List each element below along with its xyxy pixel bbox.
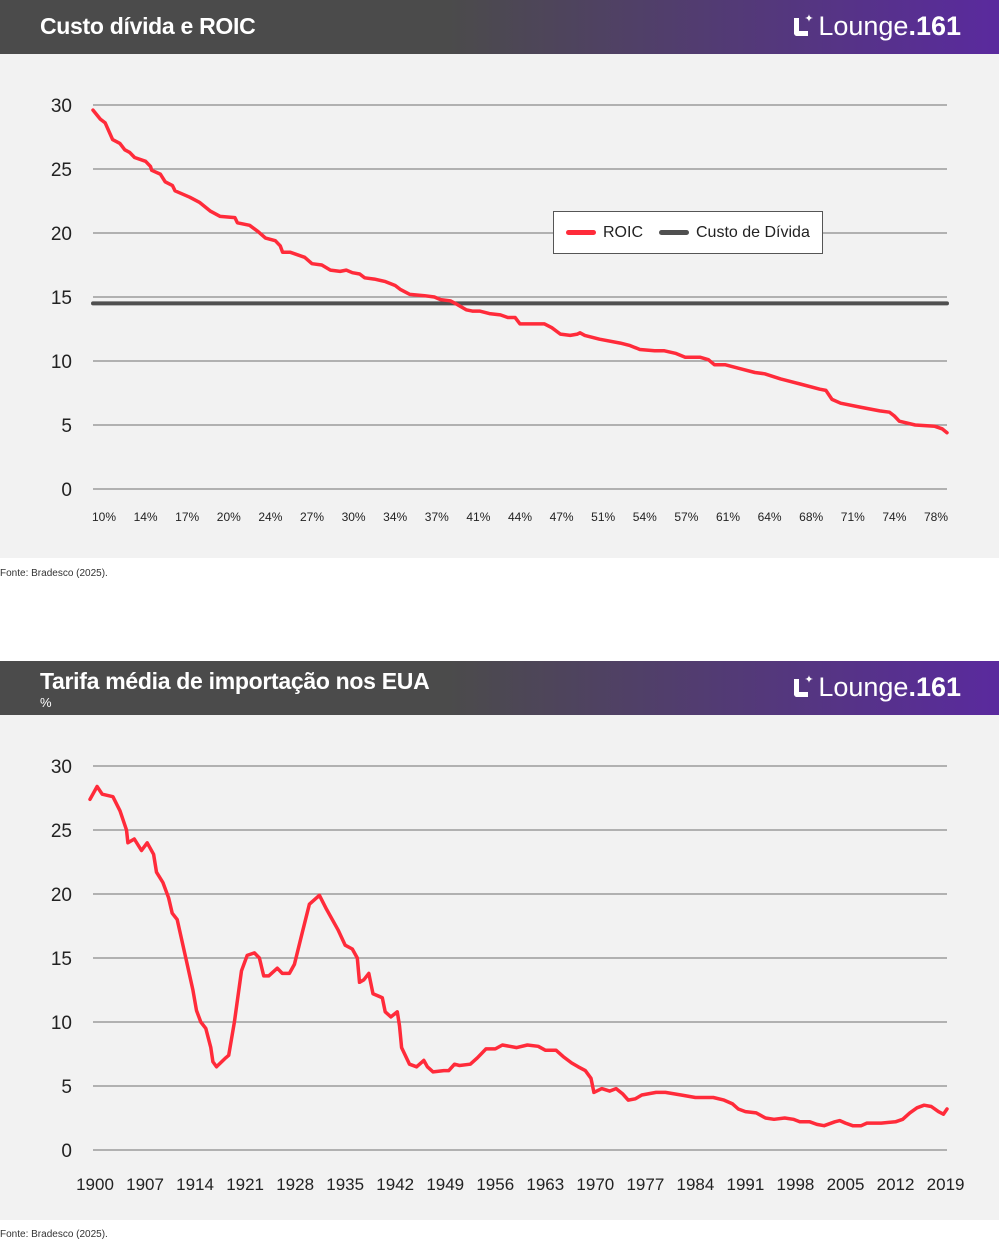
y-tick-label: 20 [51,885,72,906]
x-tick-label: 2012 [877,1175,915,1194]
logo-suffix: .161 [908,672,961,702]
x-tick-label: 1991 [727,1175,765,1194]
y-tick-label: 25 [51,821,72,842]
x-tick-label: 51% [591,510,615,524]
y-tick-label: 10 [51,352,72,373]
x-tick-label: 1928 [276,1175,314,1194]
logo-icon [794,12,814,36]
x-tick-label: 2005 [827,1175,865,1194]
chart1-legend: ROIC Custo de Dívida [553,211,823,254]
x-tick-label: 34% [383,510,407,524]
y-tick-label: 30 [51,96,72,117]
x-tick-label: 54% [633,510,657,524]
chart2-panel [0,715,999,1220]
y-tick-label: 5 [61,416,72,437]
logo-icon [794,673,814,697]
x-tick-label: 41% [466,510,490,524]
x-tick-label: 61% [716,510,740,524]
series-line-roic [91,108,949,435]
x-tick-label: 1970 [576,1175,614,1194]
brand-logo: Lounge.161 [794,672,961,703]
x-tick-label: 1984 [676,1175,714,1194]
x-tick-label: 10% [92,510,116,524]
brand-logo: Lounge.161 [794,11,961,42]
x-tick-label: 1935 [326,1175,364,1194]
x-tick-label: 20% [217,510,241,524]
y-tick-label: 10 [51,1013,72,1034]
logo-suffix: .161 [908,11,961,41]
chart2-title: Tarifa média de importação nos EUA [40,668,430,694]
y-tick-label: 0 [61,1141,72,1162]
chart2-source: Fonte: Bradesco (2025). [0,1229,108,1240]
logo-text: Lounge [818,11,909,41]
x-tick-label: 78% [924,510,948,524]
y-tick-label: 30 [51,757,72,778]
x-tick-label: 57% [674,510,698,524]
x-tick-label: 1900 [76,1175,114,1194]
x-tick-label: 71% [841,510,865,524]
x-tick-label: 47% [550,510,574,524]
x-tick-label: 1998 [777,1175,815,1194]
x-tick-label: 37% [425,510,449,524]
legend-swatch-roic [566,230,596,235]
x-tick-label: 24% [258,510,282,524]
y-tick-label: 0 [61,480,72,501]
chart2-header: Tarifa média de importação nos EUA % Lou… [0,661,999,715]
y-tick-label: 15 [51,949,72,970]
chart1-title: Custo dívida e ROIC [40,13,256,39]
x-tick-label: 30% [342,510,366,524]
x-tick-label: 64% [758,510,782,524]
y-tick-label: 20 [51,224,72,245]
x-tick-label: 1942 [376,1175,414,1194]
chart1-header: Custo dívida e ROIC Lounge.161 [0,0,999,54]
chart1-panel [0,54,999,558]
x-tick-label: 1949 [426,1175,464,1194]
x-tick-label: 1956 [476,1175,514,1194]
x-tick-label: 2019 [927,1175,965,1194]
x-tick-label: 14% [134,510,158,524]
logo-text: Lounge [818,672,909,702]
legend-label-roic: ROIC [603,223,643,241]
x-tick-label: 44% [508,510,532,524]
x-tick-label: 68% [799,510,823,524]
x-tick-label: 1914 [176,1175,214,1194]
series-line-tarifa-m-dia [88,784,949,1128]
y-tick-label: 5 [61,1077,72,1098]
y-tick-label: 15 [51,288,72,309]
legend-swatch-custo [659,230,689,235]
x-tick-label: 1963 [526,1175,564,1194]
x-tick-label: 17% [175,510,199,524]
x-tick-label: 1907 [126,1175,164,1194]
chart1-source: Fonte: Bradesco (2025). [0,568,108,579]
x-tick-label: 1921 [226,1175,264,1194]
y-tick-label: 25 [51,160,72,181]
legend-label-custo: Custo de Dívida [696,223,810,241]
x-tick-label: 74% [882,510,906,524]
x-tick-label: 27% [300,510,324,524]
chart2-subtitle: % [40,695,52,710]
x-tick-label: 1977 [626,1175,664,1194]
